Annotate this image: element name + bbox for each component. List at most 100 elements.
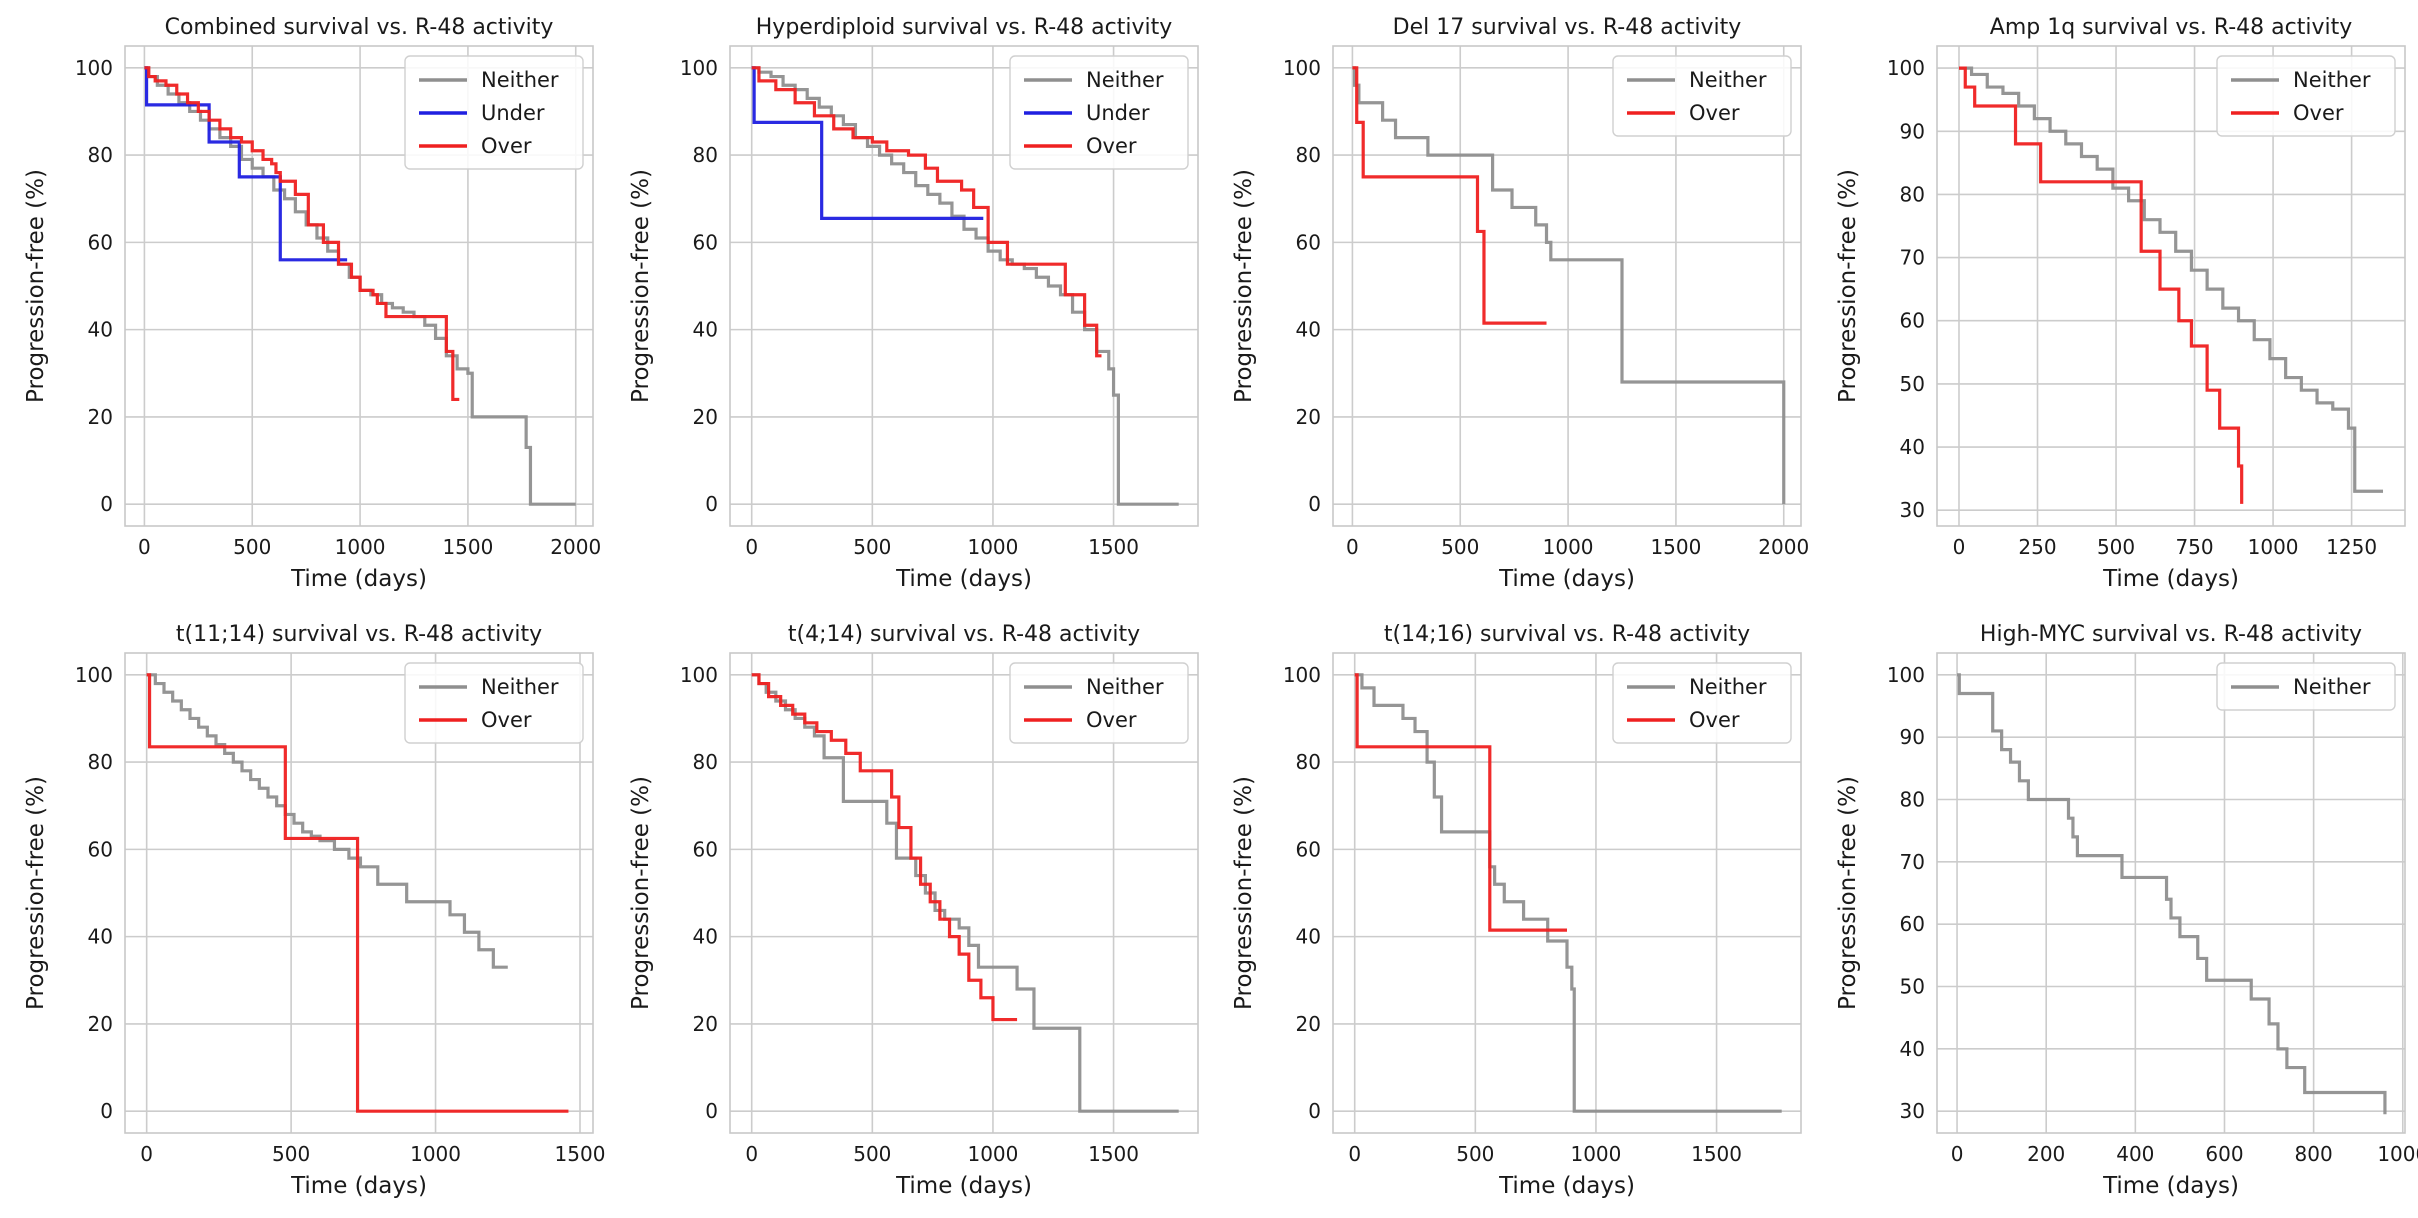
- legend: Neither Under Over: [404, 55, 584, 170]
- plot-frame: [729, 652, 1199, 1134]
- y-tick-label: 60: [1296, 837, 1321, 861]
- y-tick-label: 60: [88, 837, 113, 861]
- x-tick-label: 500: [1441, 535, 1479, 559]
- x-tick-label: 200: [2027, 1142, 2065, 1166]
- legend-box: [404, 662, 584, 744]
- y-tick-label: 20: [693, 1012, 718, 1036]
- y-tick-label: 50: [1900, 372, 1925, 396]
- x-tick-label: 500: [1456, 1142, 1494, 1166]
- x-tick-label: 250: [2018, 535, 2056, 559]
- plot-frame: [124, 45, 594, 527]
- plot-frame: [1332, 652, 1802, 1134]
- legend-box: [1612, 55, 1792, 137]
- x-tick-label: 0: [1951, 1142, 1964, 1166]
- y-tick-label: 20: [1296, 405, 1321, 429]
- y-tick-label: 30: [1900, 498, 1925, 522]
- x-axis-label: Time (days): [2102, 1173, 2239, 1199]
- legend-label-over: Over: [481, 708, 532, 732]
- x-tick-label: 1500: [1650, 535, 1701, 559]
- y-tick-label: 80: [88, 750, 113, 774]
- legend-box: [1612, 662, 1792, 744]
- y-axis-label: Progression-free (%): [628, 169, 654, 403]
- y-tick-label: 60: [693, 230, 718, 254]
- legend-label-neither: Neither: [2293, 68, 2371, 92]
- y-tick-label: 40: [88, 318, 113, 342]
- y-tick-label: 70: [1900, 850, 1925, 874]
- y-tick-label: 40: [693, 925, 718, 949]
- series-line-over: [1354, 673, 1567, 932]
- series-line-neither: [146, 673, 508, 969]
- x-tick-label: 1000: [335, 535, 386, 559]
- panel-title: Del 17 survival vs. R-48 activity: [1393, 15, 1742, 40]
- panel-title: t(4;14) survival vs. R-48 activity: [788, 622, 1140, 647]
- x-tick-label: 1000: [2377, 1142, 2418, 1166]
- y-tick-label: 20: [693, 405, 718, 429]
- y-tick-label: 80: [693, 143, 718, 167]
- x-tick-label: 1000: [2248, 535, 2299, 559]
- legend-box: [1009, 662, 1189, 744]
- y-tick-label: 60: [693, 837, 718, 861]
- panel-4: 0 250 500 750 1000 1250 30 40 50 60 70 80 90 100 Amp 1…: [1835, 15, 2406, 592]
- plot-frame: [729, 45, 1199, 527]
- y-axis-label: Progression-free (%): [1835, 169, 1861, 403]
- y-tick-label: 20: [88, 405, 113, 429]
- panel-title: t(14;16) survival vs. R-48 activity: [1384, 622, 1750, 647]
- y-tick-label: 40: [1900, 435, 1925, 459]
- legend-box: [2216, 662, 2396, 711]
- legend-label-under: Under: [481, 101, 545, 125]
- x-tick-label: 1000: [967, 535, 1018, 559]
- x-tick-label: 1500: [1691, 1142, 1742, 1166]
- y-tick-label: 0: [100, 492, 113, 516]
- series-line-neither: [1957, 673, 2387, 1115]
- y-axis-label: Progression-free (%): [1835, 776, 1861, 1010]
- x-tick-label: 500: [272, 1142, 310, 1166]
- y-tick-label: 20: [1296, 1012, 1321, 1036]
- y-tick-label: 80: [693, 750, 718, 774]
- series-line-neither: [1958, 66, 2384, 493]
- x-axis-label: Time (days): [290, 1173, 427, 1199]
- x-tick-label: 1000: [1543, 535, 1594, 559]
- x-tick-label: 1000: [967, 1142, 1018, 1166]
- y-tick-label: 100: [1283, 663, 1321, 687]
- y-tick-label: 40: [1296, 925, 1321, 949]
- x-tick-label: 0: [745, 1142, 758, 1166]
- y-tick-label: 60: [1900, 912, 1925, 936]
- legend-box: [1009, 55, 1189, 170]
- y-tick-label: 60: [88, 230, 113, 254]
- y-tick-label: 0: [1308, 1099, 1321, 1123]
- x-tick-label: 1500: [555, 1142, 606, 1166]
- series-line-over: [751, 673, 1018, 1022]
- y-tick-label: 100: [1887, 56, 1925, 80]
- x-tick-label: 500: [853, 535, 891, 559]
- x-tick-label: 1500: [442, 535, 493, 559]
- x-tick-label: 2000: [550, 535, 601, 559]
- y-tick-label: 90: [1900, 119, 1925, 143]
- panel-3: 0 500 1000 1500 2000 0 20 40 60 80 100 Del 17 survi…: [1231, 15, 1809, 592]
- y-axis-label: Progression-free (%): [23, 169, 49, 403]
- legend-label-under: Under: [1086, 101, 1150, 125]
- panel-1: 0 500 1000 1500 2000 0 20 40 60 80 100 Combined sur…: [23, 15, 601, 592]
- series-line-over: [146, 673, 569, 1113]
- y-axis-label: Progression-free (%): [1231, 169, 1257, 403]
- x-tick-label: 400: [2116, 1142, 2154, 1166]
- y-axis-label: Progression-free (%): [628, 776, 654, 1010]
- x-tick-label: 0: [1953, 535, 1966, 559]
- y-tick-label: 80: [1296, 750, 1321, 774]
- y-axis-label: Progression-free (%): [23, 776, 49, 1010]
- y-tick-label: 100: [680, 56, 718, 80]
- x-tick-label: 800: [2295, 1142, 2333, 1166]
- legend: Neither Under Over: [1009, 55, 1189, 170]
- legend-label-neither: Neither: [1689, 675, 1767, 699]
- y-tick-label: 40: [88, 925, 113, 949]
- panel-5: 0 500 1000 1500 0 20 40 60 80 100 t(11;14) surviva…: [23, 622, 605, 1199]
- plot-frame: [1332, 45, 1802, 527]
- legend-box: [2216, 55, 2396, 137]
- x-axis-label: Time (days): [895, 1173, 1032, 1199]
- x-axis-label: Time (days): [2102, 566, 2239, 592]
- legend: Neither Over: [2216, 55, 2396, 137]
- x-tick-label: 0: [745, 535, 758, 559]
- series-line-neither: [751, 66, 1179, 506]
- x-tick-label: 500: [2097, 535, 2135, 559]
- y-tick-label: 60: [1296, 230, 1321, 254]
- x-tick-label: 1000: [1570, 1142, 1621, 1166]
